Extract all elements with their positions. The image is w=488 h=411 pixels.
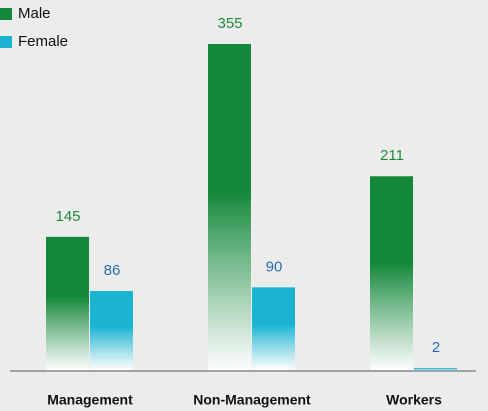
x-tick-label: Workers xyxy=(386,392,442,408)
x-tick-label: Non-Management xyxy=(193,392,311,408)
bar xyxy=(90,291,133,370)
data-label: 2 xyxy=(432,339,440,356)
data-label: 145 xyxy=(55,208,80,225)
bar xyxy=(414,368,457,370)
data-label: 90 xyxy=(266,258,283,275)
legend-label: Female xyxy=(18,33,68,50)
x-tick-label: Management xyxy=(47,392,133,408)
bar xyxy=(208,44,251,370)
data-label: 211 xyxy=(380,147,404,164)
data-label: 355 xyxy=(217,15,242,32)
data-label: 86 xyxy=(104,262,121,279)
legend-swatch xyxy=(0,8,12,20)
bar xyxy=(252,287,295,370)
bar xyxy=(370,176,413,370)
legend-swatch xyxy=(0,36,12,48)
legend-label: Male xyxy=(18,5,51,22)
bar xyxy=(46,236,89,370)
